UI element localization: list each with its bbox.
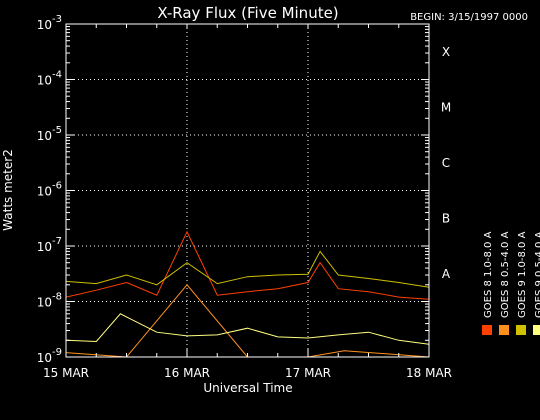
- y-tick-label: 10-9: [37, 347, 62, 365]
- legend-swatch-3: [533, 325, 540, 335]
- flare-class-X: X: [442, 45, 450, 59]
- series-line-2: [66, 250, 429, 288]
- legend-swatch-1: [499, 325, 509, 335]
- legend-label-2: GOES 9 1.0-8.0 A: [517, 231, 528, 318]
- flare-class-A: A: [442, 267, 451, 281]
- x-tick-label: 18 MAR: [406, 366, 452, 380]
- legend-swatch-0: [482, 325, 492, 335]
- begin-label: BEGIN: 3/15/1997 0000: [410, 12, 528, 23]
- y-tick-label: 10-8: [37, 292, 62, 310]
- legend-label-3: GOES 9 0.5-4.0 A: [534, 231, 540, 318]
- legend-label-0: GOES 8 1.0-8.0 A: [483, 231, 494, 318]
- x-tick-label: 17 MAR: [285, 366, 331, 380]
- y-axis-ticks: 10-9 10-8 10-7 10-6 10-5 10-4 10-3: [37, 14, 429, 365]
- chart-title: X-Ray Flux (Five Minute): [157, 4, 338, 22]
- series-line-0: [66, 230, 429, 300]
- y-tick-label: 10-6: [37, 181, 62, 199]
- flare-class-C: C: [442, 156, 450, 170]
- y-tick-label: 10-7: [37, 236, 62, 254]
- grid-lines: [66, 24, 429, 357]
- series-line-3: [66, 313, 429, 345]
- legend-swatch-2: [516, 325, 526, 335]
- flare-class-M: M: [441, 100, 451, 114]
- legend: GOES 8 1.0-8.0 A GOES 8 0.5-4.0 A GOES 9 1…: [482, 231, 540, 335]
- y-tick-label: 10-4: [37, 70, 62, 88]
- x-axis-label: Universal Time: [203, 381, 292, 395]
- series-lines: [66, 230, 429, 357]
- y-tick-label: 10-5: [37, 125, 62, 143]
- series-line-1: [66, 284, 429, 357]
- y-tick-label: 10-3: [37, 14, 62, 32]
- flare-class-B: B: [442, 211, 450, 225]
- flare-class-labels: A B C M X: [441, 45, 451, 281]
- x-axis-ticks: 15 MAR 16 MAR 17 MAR 18 MAR: [43, 24, 452, 380]
- x-tick-label: 15 MAR: [43, 366, 89, 380]
- y-axis-label: Watts meter2: [1, 149, 15, 231]
- x-tick-label: 16 MAR: [164, 366, 210, 380]
- legend-label-1: GOES 8 0.5-4.0 A: [500, 231, 511, 318]
